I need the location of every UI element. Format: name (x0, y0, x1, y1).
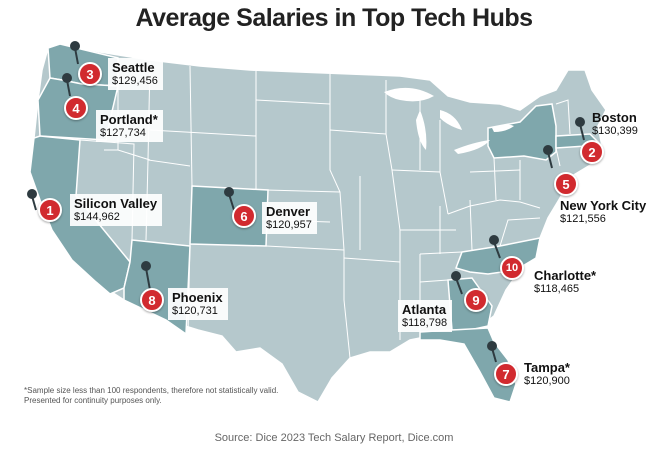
pin-boston (575, 117, 585, 127)
pin-new-york-city (543, 145, 553, 155)
pin-denver (224, 187, 234, 197)
hub-salary: $130,399 (592, 125, 638, 137)
hub-salary: $127,734 (100, 127, 146, 139)
state-borders (79, 58, 571, 359)
hub-label-tampa: Tampa* $120,900 (524, 360, 570, 388)
hub-label-boston: Boston $130,399 (592, 110, 638, 138)
hub-label-seattle: Seattle $129,456 (108, 58, 163, 90)
pin-phoenix (141, 261, 151, 271)
hub-label-portland: Portland* $127,734 (96, 110, 163, 142)
rank-marker-portland[interactable]: 4 (64, 96, 88, 120)
rank-marker-new-york-city[interactable]: 5 (554, 172, 578, 196)
hub-label-denver: Denver $120,957 (262, 202, 317, 234)
rank-marker-tampa[interactable]: 7 (494, 362, 518, 386)
rank-marker-charlotte[interactable]: 10 (500, 256, 524, 280)
pin-portland (62, 73, 72, 83)
rank-marker-silicon-valley[interactable]: 1 (38, 198, 62, 222)
pin-atlanta (451, 271, 461, 281)
hub-label-atlanta: Atlanta $118,798 (398, 300, 453, 332)
hub-salary: $144,962 (74, 211, 120, 223)
hub-label-silicon-valley: Silicon Valley $144,962 (70, 194, 163, 226)
rank-marker-boston[interactable]: 2 (580, 140, 604, 164)
hub-label-phoenix: Phoenix $120,731 (168, 288, 228, 320)
pin-tampa (487, 341, 497, 351)
hub-city: Tampa* (524, 360, 570, 375)
hub-city: New York City (560, 198, 647, 213)
hub-label-charlotte: Charlotte* $118,465 (534, 268, 596, 296)
hub-city: Seattle (112, 60, 155, 75)
hub-salary: $118,465 (534, 283, 580, 295)
hub-city: Charlotte* (534, 268, 597, 283)
rank-marker-denver[interactable]: 6 (232, 204, 256, 228)
hub-salary: $120,731 (172, 305, 218, 317)
rank-marker-seattle[interactable]: 3 (78, 62, 102, 86)
hub-salary: $129,456 (112, 75, 158, 87)
great-lakes (384, 87, 514, 154)
rank-marker-atlanta[interactable]: 9 (464, 288, 488, 312)
hub-salary: $121,556 (560, 213, 606, 225)
hub-salary: $120,900 (524, 375, 570, 387)
pin-silicon-valley (27, 189, 37, 199)
pin-charlotte (489, 235, 499, 245)
hub-city: Portland* (100, 112, 158, 127)
hub-salary: $120,957 (266, 219, 312, 231)
rank-marker-phoenix[interactable]: 8 (140, 288, 164, 312)
location-pins (27, 41, 585, 363)
hub-city: Boston (592, 110, 637, 125)
map-title: Average Salaries in Top Tech Hubs (135, 4, 533, 32)
hub-city: Phoenix (172, 290, 223, 305)
hub-city: Silicon Valley (74, 196, 158, 211)
footnote: *Sample size less than 100 respondents, … (24, 386, 279, 405)
hub-city: Denver (266, 204, 311, 219)
state-new-york (487, 103, 557, 161)
pin-seattle (70, 41, 80, 51)
hub-salary: $118,798 (402, 317, 448, 329)
hub-label-new-york-city: New York City $121,556 (560, 198, 646, 226)
hub-city: Atlanta (402, 302, 447, 317)
source-credit: Source: Dice 2023 Tech Salary Report, Di… (214, 432, 454, 444)
